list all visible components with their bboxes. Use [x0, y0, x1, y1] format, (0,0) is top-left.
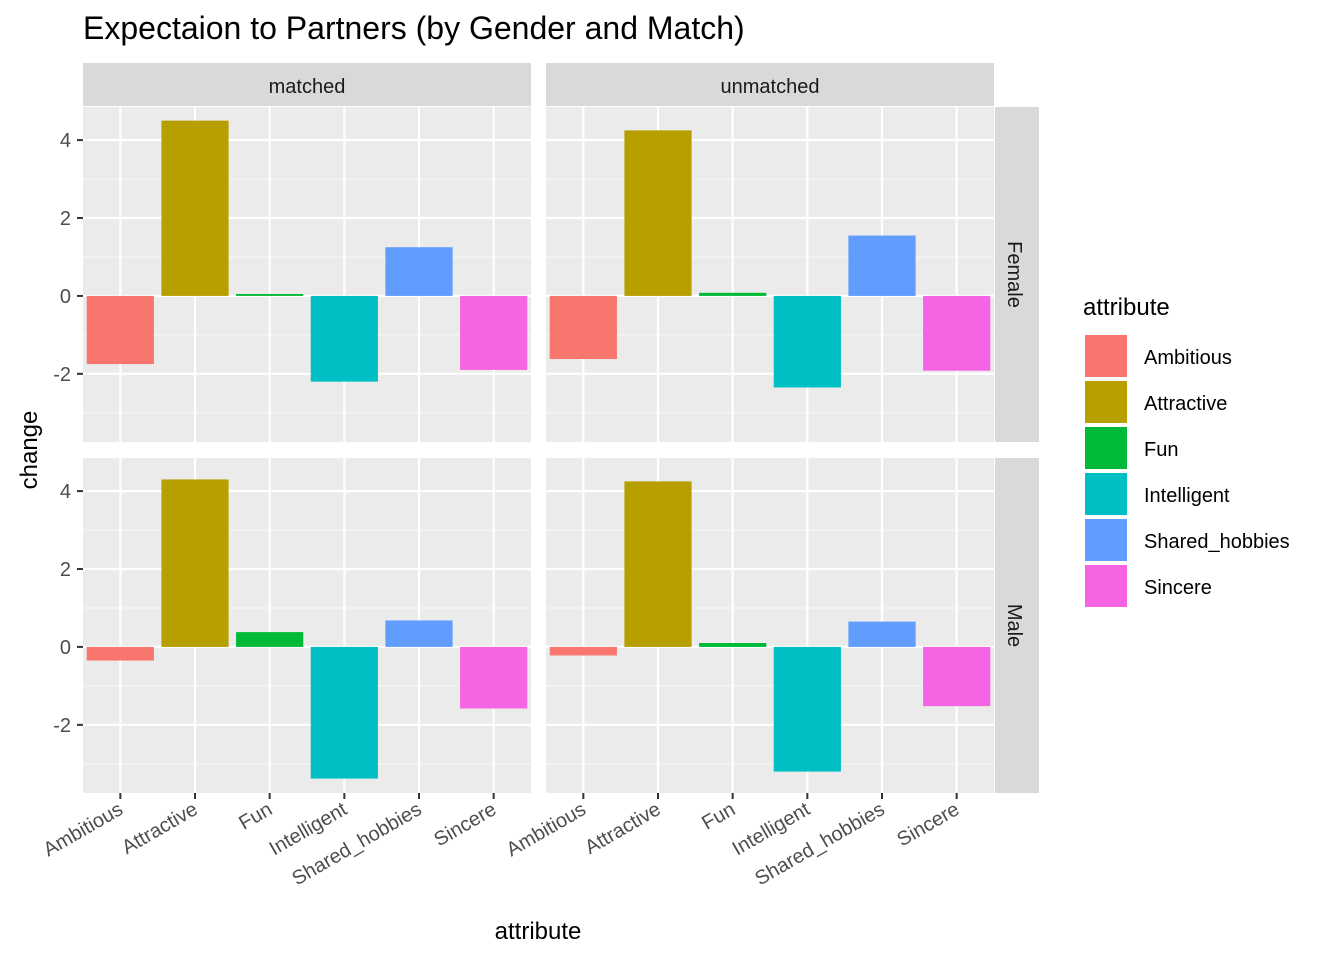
facet-panels	[83, 107, 994, 793]
x-axis-label: attribute	[495, 918, 582, 945]
bar-Fun-matched-Male	[236, 632, 304, 647]
y-tick-label: 0	[60, 637, 71, 659]
y-tick-label: -2	[53, 715, 71, 737]
chart-title: Expectaion to Partners (by Gender and Ma…	[83, 10, 745, 46]
strip-label-Female: Female	[1003, 241, 1025, 308]
x-tick-label-Fun: Fun	[698, 798, 739, 834]
bar-Shared_hobbies-unmatched-Male	[848, 621, 916, 647]
y-tick-label: 2	[60, 559, 71, 581]
bar-Intelligent-matched-Female	[310, 295, 378, 382]
legend-label-Intelligent: Intelligent	[1144, 485, 1230, 507]
bar-Ambitious-unmatched-Female	[549, 295, 617, 360]
panel-background	[546, 458, 994, 793]
bar-Sincere-unmatched-Male	[923, 646, 991, 707]
bar-Attractive-matched-Female	[161, 120, 229, 296]
bar-Attractive-unmatched-Female	[624, 130, 692, 296]
legend-key-Ambitious	[1085, 335, 1127, 377]
bar-Fun-unmatched-Female	[699, 292, 767, 296]
legend-key-Attractive	[1085, 381, 1127, 423]
bar-Sincere-matched-Male	[460, 646, 528, 709]
panel-matched-Female	[83, 107, 531, 442]
facet-strips: matched unmatched Female Male	[83, 63, 1039, 793]
y-tick-label: 4	[60, 130, 71, 152]
bar-Ambitious-unmatched-Male	[549, 646, 617, 656]
y-axis: -2 0 2 4 -2 0 2 4	[53, 130, 83, 737]
y-tick-label: 2	[60, 208, 71, 230]
bar-Ambitious-matched-Female	[86, 295, 154, 365]
bar-Fun-unmatched-Male	[699, 643, 767, 647]
bar-Ambitious-matched-Male	[86, 646, 154, 661]
x-tick-label-Attractive: Attractive	[581, 798, 664, 859]
x-tick-label-Ambitious: Ambitious	[40, 798, 127, 861]
legend-label-Sincere: Sincere	[1144, 577, 1212, 599]
bar-Fun-matched-Female	[236, 293, 304, 296]
x-tick-label-Sincere: Sincere	[893, 798, 963, 851]
y-tick-label: -2	[53, 364, 71, 386]
x-tick-label-Shared_hobbies: Shared_hobbies	[288, 798, 425, 890]
legend: attribute Ambitious Attractive Fun Intellig…	[1083, 294, 1290, 607]
bar-Shared_hobbies-unmatched-Female	[848, 235, 916, 296]
y-tick-label: 4	[60, 481, 71, 503]
x-tick-label-Ambitious: Ambitious	[503, 798, 590, 861]
strip-label-Male: Male	[1003, 604, 1025, 647]
panel-unmatched-Female	[546, 107, 994, 442]
bar-Intelligent-unmatched-Male	[773, 646, 841, 772]
legend-label-Shared_hobbies: Shared_hobbies	[1144, 531, 1290, 553]
x-tick-label-Fun: Fun	[235, 798, 276, 834]
legend-key-Intelligent	[1085, 473, 1127, 515]
strip-label-unmatched: unmatched	[721, 76, 820, 98]
bar-Intelligent-unmatched-Female	[773, 295, 841, 388]
strip-matched	[83, 63, 531, 106]
legend-label-Fun: Fun	[1144, 439, 1178, 461]
panel-unmatched-Male	[546, 458, 994, 793]
legend-key-Fun	[1085, 427, 1127, 469]
strip-label-matched: matched	[269, 76, 346, 98]
legend-label-Attractive: Attractive	[1144, 393, 1227, 415]
legend-key-Sincere	[1085, 565, 1127, 607]
bar-Sincere-unmatched-Female	[923, 295, 991, 371]
bar-Shared_hobbies-matched-Female	[385, 247, 453, 296]
bar-Intelligent-matched-Male	[310, 646, 378, 779]
strip-unmatched	[546, 63, 994, 106]
y-axis-label: change	[16, 411, 43, 490]
strip-Male	[995, 458, 1039, 793]
bar-Attractive-unmatched-Male	[624, 481, 692, 647]
bar-Sincere-matched-Female	[460, 295, 528, 370]
x-tick-label-Sincere: Sincere	[430, 798, 500, 851]
bar-Shared_hobbies-matched-Male	[385, 620, 453, 647]
legend-label-Ambitious: Ambitious	[1144, 347, 1232, 369]
legend-key-Shared_hobbies	[1085, 519, 1127, 561]
panel-background	[83, 107, 531, 442]
x-tick-label-Attractive: Attractive	[118, 798, 201, 859]
panel-matched-Male	[83, 458, 531, 793]
legend-title: attribute	[1083, 294, 1170, 321]
x-tick-label-Shared_hobbies: Shared_hobbies	[751, 798, 888, 890]
bar-Attractive-matched-Male	[161, 479, 229, 647]
y-tick-label: 0	[60, 286, 71, 308]
panel-background	[83, 458, 531, 793]
strip-Female	[995, 107, 1039, 442]
panel-background	[546, 107, 994, 442]
